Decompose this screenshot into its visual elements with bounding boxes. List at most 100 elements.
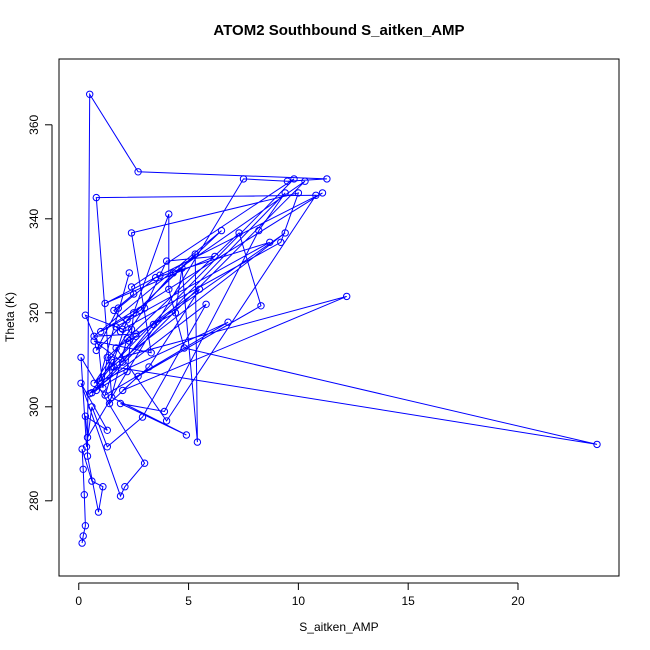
data-point [165, 285, 173, 293]
data-point [266, 238, 274, 247]
data-point [101, 299, 109, 308]
data-point [108, 363, 116, 371]
data-point [277, 238, 285, 247]
data-point [112, 323, 120, 331]
data-point [114, 304, 123, 312]
data-point [239, 175, 248, 183]
data-point [101, 391, 109, 399]
data-point [103, 353, 112, 362]
data-point [136, 306, 145, 315]
y-tick-label: 280 [27, 490, 41, 510]
data-point [323, 175, 331, 183]
data-point [81, 412, 90, 420]
data-point [125, 337, 134, 345]
data-point [119, 386, 127, 395]
data-point [312, 191, 320, 200]
data-point [162, 417, 171, 425]
data-point [80, 491, 89, 499]
data-point [202, 300, 210, 308]
data-point [301, 177, 309, 185]
data-point [123, 367, 131, 376]
data-point [257, 302, 265, 310]
data-point [116, 327, 125, 336]
data-point [103, 426, 112, 434]
data-point [134, 168, 142, 176]
data-point [82, 443, 91, 451]
data-point [140, 459, 149, 467]
data-point [110, 306, 118, 315]
y-tick-label: 300 [27, 396, 41, 416]
data-point [156, 271, 164, 279]
y-tick-label: 320 [27, 302, 41, 322]
data-point [83, 452, 92, 460]
y-tick-label: 340 [27, 208, 41, 228]
data-point [92, 346, 101, 355]
data-point [134, 372, 142, 380]
data-point [127, 229, 136, 237]
x-tick-label: 20 [511, 594, 525, 608]
data-point [99, 384, 107, 392]
data-point [180, 344, 188, 352]
data-point [343, 292, 351, 301]
data-point [92, 193, 101, 202]
data-point [90, 379, 98, 387]
data-point [151, 273, 160, 282]
chart-title: ATOM2 Southbound S_aitken_AMP [213, 22, 464, 39]
y-axis-label: Theta (K) [3, 292, 17, 342]
data-point [162, 257, 171, 265]
data-point [255, 226, 263, 235]
data-point [169, 269, 177, 277]
data-point [94, 508, 103, 516]
data-point [132, 330, 140, 338]
data-point [88, 403, 96, 411]
data-point [165, 210, 173, 218]
x-tick-label: 15 [401, 594, 415, 608]
plot-frame [58, 58, 620, 577]
data-point [195, 285, 204, 293]
x-tick-label: 0 [75, 594, 82, 608]
data-point [178, 264, 186, 272]
x-axis-label: S_aitken_AMP [299, 620, 378, 634]
data-point [191, 250, 199, 258]
data-point [193, 438, 202, 446]
data-point [224, 318, 232, 326]
x-tick-label: 5 [185, 594, 192, 608]
data-point [149, 320, 158, 329]
data-point [81, 311, 90, 319]
data-point [119, 325, 127, 333]
data-point [318, 189, 327, 197]
axes: 0 5 10 15 20 280 300 320 340 360 [27, 114, 525, 608]
data-point [83, 433, 92, 442]
data-point [283, 177, 292, 185]
data-point [123, 316, 131, 324]
data-point [90, 332, 98, 340]
data-point [77, 353, 85, 362]
data-point [132, 332, 140, 340]
data-point [110, 363, 118, 371]
data-point [108, 356, 116, 364]
data-point [211, 252, 219, 261]
data-point [79, 532, 87, 540]
data-point [121, 483, 129, 491]
data-point [79, 465, 87, 473]
data-point [127, 283, 136, 291]
data-point [182, 431, 191, 439]
data-point [94, 342, 103, 350]
data-point [593, 440, 601, 449]
data-point [81, 522, 90, 530]
data-point [78, 539, 86, 547]
data-point [290, 175, 298, 183]
series-line [80, 92, 598, 544]
data-point [127, 325, 136, 333]
data-point [105, 399, 114, 408]
x-tick-label: 10 [292, 594, 306, 608]
data-point [92, 386, 101, 395]
data-point [90, 337, 98, 345]
data-point [116, 492, 125, 500]
data-point [281, 229, 289, 237]
data-point [145, 363, 153, 371]
data-point [97, 327, 105, 336]
data-point [281, 189, 289, 197]
data-point [99, 483, 107, 491]
